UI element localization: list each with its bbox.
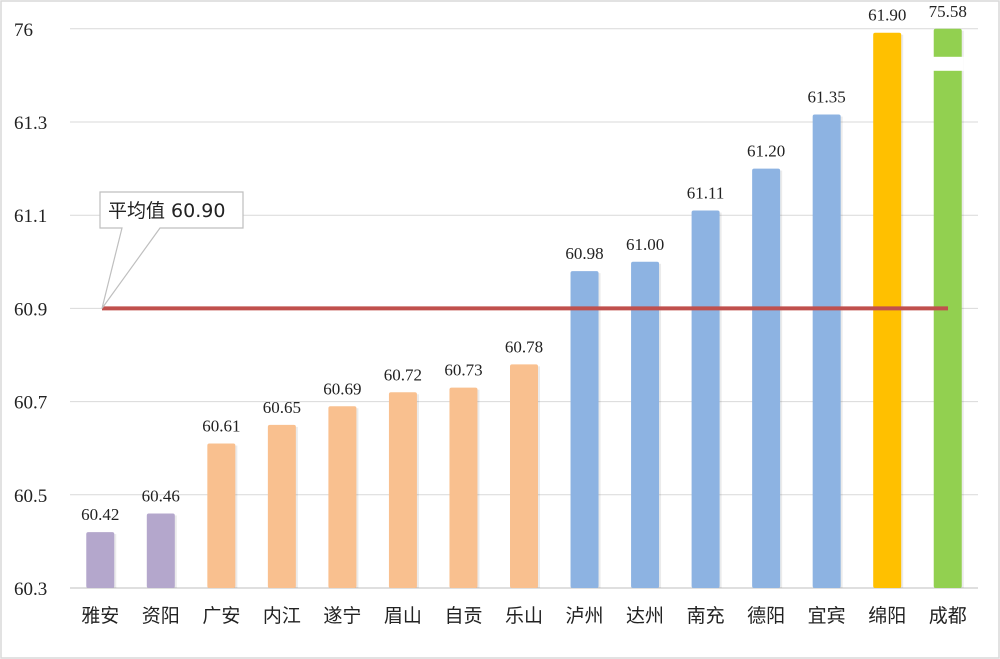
bar [328,406,357,588]
y-tick-label: 60.5 [14,486,47,507]
bar [752,168,781,588]
data-label: 60.46 [142,486,180,505]
average-callout-label: 平均值 60.90 [108,200,225,222]
category-label: 宜宾 [808,605,846,627]
category-label: 乐山 [505,605,543,627]
category-label: 成都 [929,605,967,627]
y-tick-label: 60.3 [14,579,47,600]
reference-line-group: 平均值 60.90 [99,191,948,311]
bar [449,387,478,588]
category-label: 内江 [263,605,301,627]
category-label: 南充 [687,605,725,627]
category-label: 遂宁 [323,605,361,627]
bar [510,364,538,588]
bar [691,210,720,589]
y-axis-tick-labels: 60.3 60.5 60.7 60.9 61.1 61.3 76 [14,20,47,600]
bar-break [931,56,964,71]
data-label: 60.72 [384,365,422,384]
y-tick-label: 61.3 [14,113,47,134]
bar [207,443,236,588]
y-tick-label: 60.9 [14,299,47,320]
data-label: 61.90 [868,6,906,25]
bar [146,513,175,588]
data-label: 61.11 [687,184,725,203]
data-label: 61.35 [808,88,846,107]
bar [570,271,599,588]
data-labels: 60.42 60.46 60.61 60.65 60.69 60.72 60.73 60.78… [81,2,967,524]
data-label: 60.73 [444,361,482,380]
category-label: 绵阳 [868,605,906,627]
category-label: 广安 [202,605,240,627]
data-label: 75.58 [929,2,967,21]
bar [86,532,115,588]
category-label: 自贡 [444,605,482,627]
y-tick-label: 61.1 [14,206,47,227]
category-label: 资阳 [142,605,180,627]
category-label: 泸州 [566,605,604,627]
bars [86,28,964,589]
data-label: 61.00 [626,235,664,254]
data-label: 60.42 [81,505,119,524]
data-label: 60.65 [263,398,301,417]
category-labels: 雅安 资阳 广安 内江 遂宁 眉山 自贡 乐山 泸州 达州 南充 德阳 宜宾 绵阳 成都 [81,605,966,627]
data-label: 60.98 [565,244,603,263]
bar [631,261,660,588]
data-label: 60.69 [323,379,361,398]
bar [267,424,296,588]
y-tick-label: 60.7 [14,393,47,414]
data-label: 60.78 [505,337,543,356]
data-label: 61.20 [747,142,785,161]
average-callout-box [99,191,244,309]
bar [812,114,841,589]
y-tick-label: 76 [14,20,33,41]
category-label: 眉山 [384,605,422,627]
category-label: 德阳 [747,605,785,627]
data-label: 60.61 [202,417,240,436]
category-label: 达州 [626,605,664,627]
category-label: 雅安 [81,605,119,627]
bar [388,392,417,588]
